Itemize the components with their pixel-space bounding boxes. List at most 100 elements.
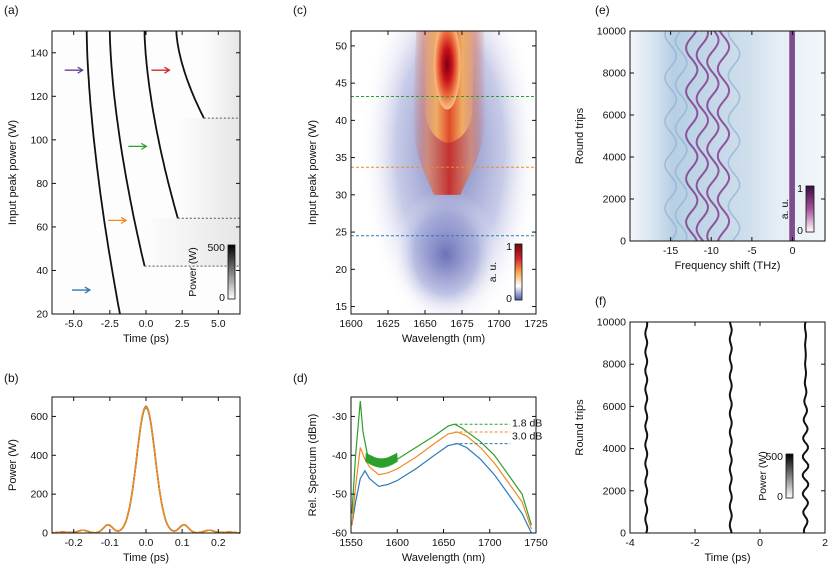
y-tick-label: 35 — [335, 152, 347, 164]
y-tick-label: 400 — [30, 450, 48, 462]
y-tick-label: 200 — [30, 489, 48, 501]
soliton-trace — [644, 321, 649, 534]
panel-label: (f) — [595, 294, 606, 308]
soliton-trace — [108, 30, 146, 267]
x-tick-label: 1650 — [432, 537, 456, 549]
x-tick-label: -15 — [663, 245, 678, 257]
x-tick-label: 1675 — [450, 318, 474, 330]
x-tick-label: 1650 — [413, 318, 437, 330]
x-tick-label: 1700 — [487, 318, 511, 330]
colorbar-min-label: 0 — [506, 293, 512, 305]
plot-frame — [629, 30, 826, 242]
x-tick-label: 1600 — [386, 537, 410, 549]
x-axis-label: Wavelength (nm) — [402, 333, 485, 345]
annotation: 3.0 dB — [512, 431, 542, 443]
annotation: 1.8 dB — [512, 418, 542, 430]
colorbar-label: Power (W) — [757, 451, 769, 501]
x-tick-label: 2 — [822, 537, 828, 549]
x-tick-label: 1725 — [524, 318, 548, 330]
colorbar-min-label: 0 — [777, 491, 783, 503]
series-line-orange — [351, 431, 532, 530]
y-tick-label: 0 — [620, 528, 626, 540]
x-axis-label: Time (ps) — [123, 552, 169, 564]
x-axis-label: Time (ps) — [123, 333, 169, 345]
x-tick-label: -10 — [704, 245, 719, 257]
y-tick-label: 6000 — [603, 401, 627, 413]
plot-background — [630, 322, 825, 533]
y-tick-label: 8000 — [603, 68, 627, 80]
x-tick-label: 2.5 — [175, 318, 190, 330]
panel-label: (a) — [4, 3, 19, 17]
x-tick-label: 1600 — [339, 318, 363, 330]
y-tick-label: 6000 — [603, 110, 627, 122]
x-tick-label: -0.1 — [101, 537, 119, 549]
series-line-red — [52, 406, 240, 534]
colorbar-min-label: 0 — [797, 225, 803, 237]
x-axis-label: Frequency shift (THz) — [675, 260, 781, 272]
background-band — [203, 31, 240, 119]
y-tick-label: 120 — [30, 91, 48, 103]
y-tick-label: -30 — [332, 411, 347, 423]
plot-frame — [51, 396, 241, 534]
y-axis-label: Rel. Spectrum (dBm) — [307, 414, 319, 517]
y-tick-label: 50 — [335, 40, 347, 52]
x-tick-label: 5.0 — [211, 318, 226, 330]
arrow-marker — [151, 66, 171, 74]
heatmap — [359, 31, 536, 314]
y-tick-label: 20 — [335, 264, 347, 276]
y-axis-label: Power (W) — [7, 439, 19, 491]
x-tick-label: 1700 — [478, 537, 502, 549]
x-tick-label: 1550 — [339, 537, 363, 549]
spectral-band — [674, 31, 688, 241]
y-tick-label: 40 — [335, 115, 347, 127]
background-band — [144, 218, 240, 267]
arrow-marker — [64, 66, 84, 74]
plot-area — [351, 400, 532, 533]
y-tick-label: -50 — [332, 489, 347, 501]
x-axis-label: Time (ps) — [704, 552, 750, 564]
colorbar-max-label: 500 — [765, 451, 783, 463]
y-tick-label: 100 — [30, 134, 48, 146]
x-axis-label: Wavelength (nm) — [402, 552, 485, 564]
x-tick-label: -2 — [690, 537, 699, 549]
y-tick-label: 0 — [42, 528, 48, 540]
colorbar — [514, 243, 523, 301]
panel-d: 1.8 dB3.0 dB 1550 1600 1650 1700 1750 -30 -40 -5… — [293, 371, 548, 564]
panel-f: -4 -2 0 2 0 2000 4000 6000 8000 10000 Time (ps) Rou… — [574, 294, 828, 564]
colorbar-label: a. u. — [487, 262, 499, 282]
spectral-peak — [433, 31, 461, 110]
colorbar — [805, 185, 815, 233]
y-tick-label: 600 — [30, 411, 48, 423]
spectral-band — [695, 31, 710, 241]
spectral-band — [664, 31, 678, 241]
spectral-band — [685, 31, 699, 241]
panel-a: -5.0 -2.5 0.0 2.5 5.0 20 40 60 80 100 120 140 Time (… — [4, 3, 241, 345]
colorbar-label: a. u. — [779, 199, 791, 219]
x-tick-label: 0.0 — [139, 318, 154, 330]
arrow-marker — [128, 142, 148, 150]
y-tick-label: 30 — [335, 189, 347, 201]
colorbar-max-label: 1 — [506, 241, 512, 253]
central-line — [789, 31, 795, 241]
colorbar-max-label: 500 — [207, 242, 225, 254]
x-tick-label: 0 — [790, 245, 796, 257]
panel-label: (c) — [293, 3, 307, 17]
arrow-marker — [71, 286, 92, 294]
heatmap — [630, 31, 825, 241]
soliton-trace — [85, 30, 121, 315]
x-tick-label: 0.1 — [175, 537, 190, 549]
y-tick-label: 2000 — [603, 194, 627, 206]
colorbar-label: Power (W) — [187, 247, 199, 297]
y-tick-label: 25 — [335, 227, 347, 239]
colorbar — [785, 453, 794, 499]
colorbar-max-label: 1 — [797, 183, 803, 195]
background-band — [177, 118, 240, 219]
soliton-trace — [175, 31, 205, 119]
y-tick-label: 10000 — [597, 26, 626, 38]
y-tick-label: 4000 — [603, 152, 627, 164]
series-line-blue — [351, 442, 532, 533]
x-tick-label: 1625 — [376, 318, 400, 330]
y-tick-label: 20 — [36, 309, 48, 321]
y-axis-label: Input peak power (W) — [307, 120, 319, 225]
